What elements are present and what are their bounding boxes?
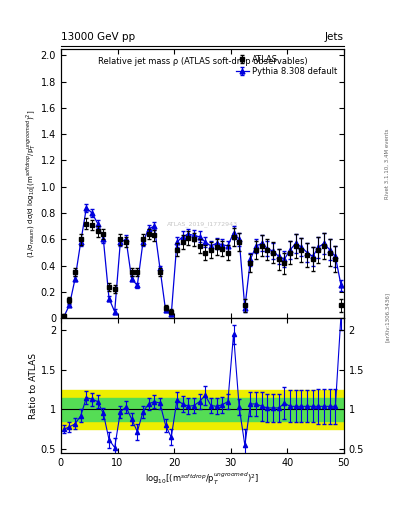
Y-axis label: (1/σ$_{resum}$) dσ/d log$_{10}$[(m$^{soft drop}$/p$_T^{ungroomed}$)$^2$]: (1/σ$_{resum}$) dσ/d log$_{10}$[(m$^{sof… (25, 109, 38, 258)
Text: Rivet 3.1.10, 3.4M events: Rivet 3.1.10, 3.4M events (385, 129, 389, 199)
Text: Jets: Jets (325, 32, 344, 42)
Bar (61, 398, 344, 421)
Y-axis label: Ratio to ATLAS: Ratio to ATLAS (29, 353, 38, 419)
X-axis label: log$_{10}$[(m$^{soft drop}$/p$_T^{ungroomed}$)$^2$]: log$_{10}$[(m$^{soft drop}$/p$_T^{ungroo… (145, 471, 259, 487)
Text: ATLAS_2019_I1772943: ATLAS_2019_I1772943 (167, 221, 238, 227)
Text: 13000 GeV pp: 13000 GeV pp (61, 32, 135, 42)
Text: [arXiv:1306.3436]: [arXiv:1306.3436] (385, 292, 389, 343)
Text: Relative jet mass ρ (ATLAS soft-drop observables): Relative jet mass ρ (ATLAS soft-drop obs… (97, 57, 307, 66)
Legend: ATLAS, Pythia 8.308 default: ATLAS, Pythia 8.308 default (233, 53, 340, 78)
Bar (61, 390, 344, 430)
